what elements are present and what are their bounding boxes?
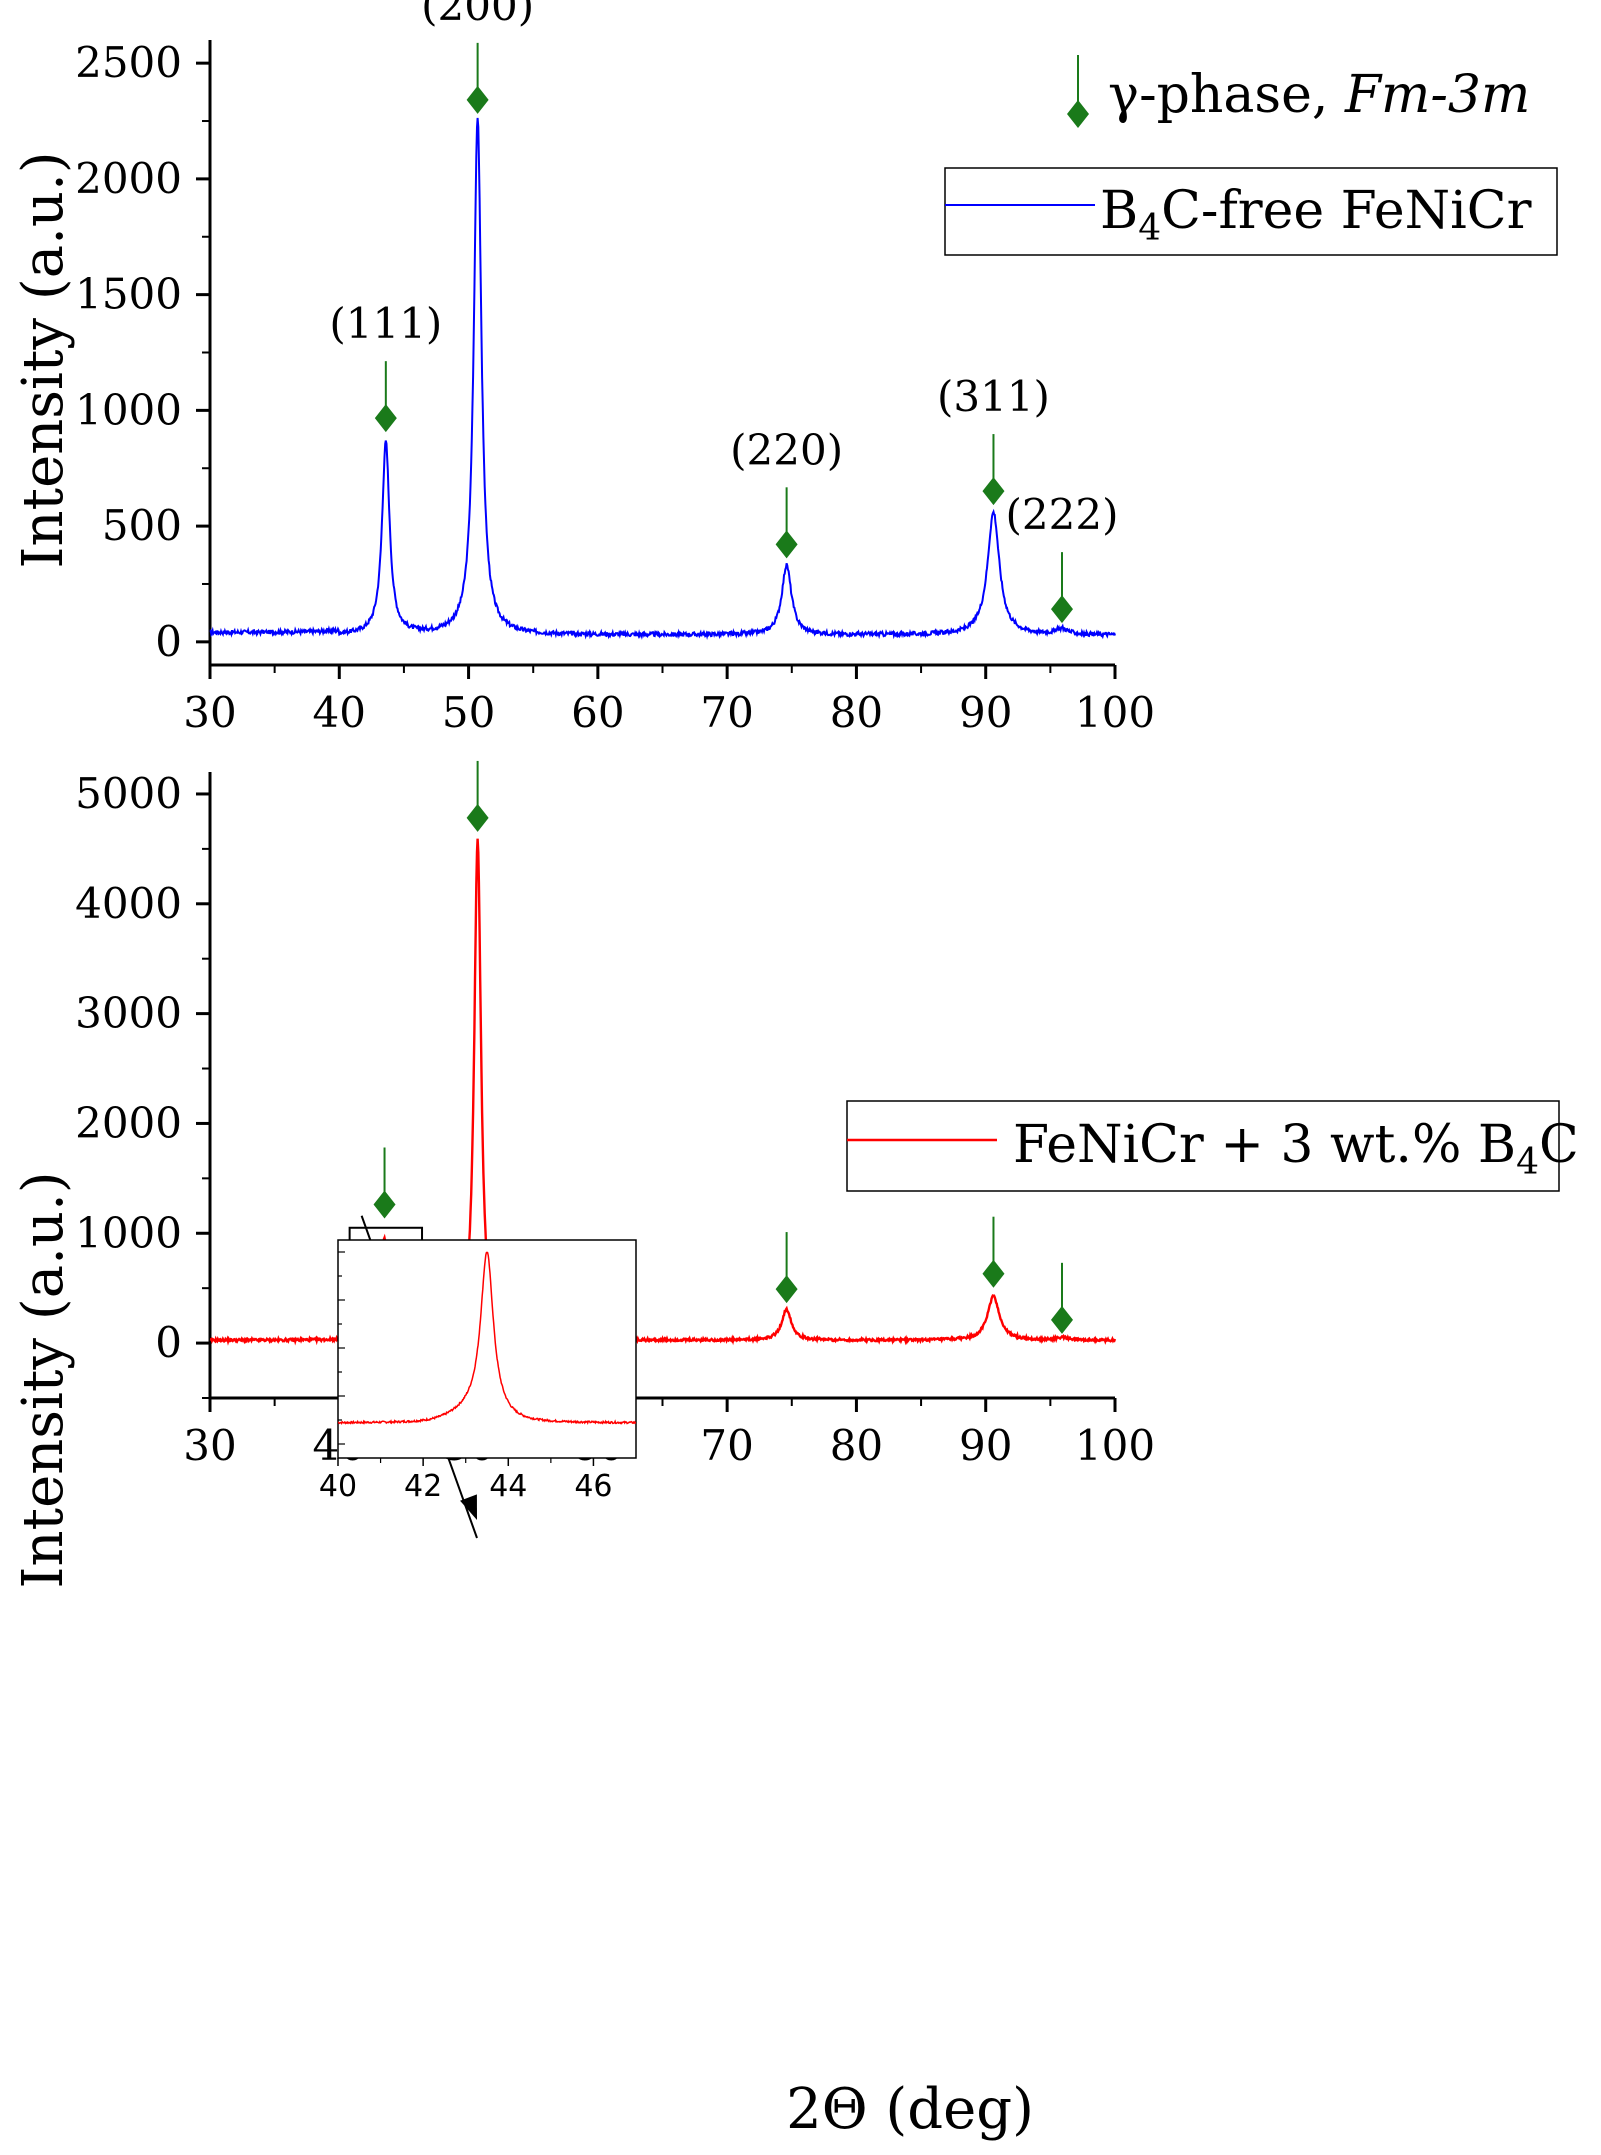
bottom-x-tick-label: 30 xyxy=(183,1421,236,1470)
bottom-y-tick-label: 1000 xyxy=(75,1208,182,1257)
top-y-tick-label: 2500 xyxy=(75,38,182,87)
inset-zoom-plot: 40 42 44 46 xyxy=(319,1239,637,1504)
bottom-panel: 30405060708090100010002000300040005000 I… xyxy=(11,760,1579,2142)
top-x-tick-label: 100 xyxy=(1075,688,1155,737)
inset-series-curve xyxy=(337,1251,637,1426)
top-y-tick-label: 0 xyxy=(155,617,182,666)
phase-marker-diamond-icon xyxy=(775,530,798,559)
miller-index-label: (200) xyxy=(421,0,534,30)
phase-marker-diamond-icon xyxy=(373,1190,396,1219)
bottom-legend-frame xyxy=(846,1100,1560,1192)
top-x-tick-label: 50 xyxy=(442,688,495,737)
top-x-tick-label: 90 xyxy=(959,688,1012,737)
top-x-tick-label: 40 xyxy=(313,688,366,737)
miller-index-label: (311) xyxy=(937,372,1050,421)
bottom-y-tick-label: 4000 xyxy=(75,879,182,928)
legend-phase-space-group: Fm-3m xyxy=(1344,65,1530,125)
bottom-y-tick-label: 0 xyxy=(155,1318,182,1367)
bottom-legend-box: FeNiCr + 3 wt.% B4C xyxy=(846,1100,1579,1192)
legend-diamond-icon xyxy=(1067,100,1089,128)
top-legend-series-label: B4C-free FeNiCr xyxy=(1100,181,1532,249)
zoom-arrowhead-icon xyxy=(460,1494,477,1520)
top-phase-markers: (111) (200) (220) (311) (222) xyxy=(329,0,1119,624)
bottom-x-tick-label: 70 xyxy=(700,1421,753,1470)
phase-marker-diamond-icon xyxy=(982,1259,1005,1288)
top-x-tick-label: 30 xyxy=(183,688,236,737)
bottom-y-tick-label: 3000 xyxy=(75,989,182,1038)
top-legend-frame xyxy=(944,167,1558,256)
top-legend-box: B4C-free FeNiCr xyxy=(944,167,1558,256)
top-x-tick-label: 60 xyxy=(571,688,624,737)
bottom-x-tick-label: 100 xyxy=(1075,1421,1155,1470)
top-series-curve xyxy=(209,117,1116,640)
miller-index-label: (111) xyxy=(329,299,442,348)
bottom-x-tick-label: 90 xyxy=(959,1421,1012,1470)
bottom-legend-series-prefix: FeNiCr + 3 wt.% B xyxy=(1013,1115,1516,1175)
bottom-y-tick-label: 2000 xyxy=(75,1098,182,1147)
top-x-tick-label: 70 xyxy=(700,688,753,737)
top-y-axis-title: Intensity (a.u.) xyxy=(11,151,76,568)
inset-ticks: 40 42 44 46 xyxy=(319,1251,613,1504)
bottom-x-tick-label: 80 xyxy=(830,1421,883,1470)
bottom-phase-markers xyxy=(373,760,1073,1334)
phase-marker-diamond-icon xyxy=(466,85,489,114)
top-legend-phase-text: γ-phase, Fm-3m xyxy=(1108,65,1530,125)
x-axis-title: 2Θ (deg) xyxy=(786,2077,1034,2142)
inset-x-tick-label: 44 xyxy=(489,1469,527,1504)
top-y-tick-label: 1500 xyxy=(75,270,182,319)
top-y-tick-label: 500 xyxy=(102,501,182,550)
bottom-legend-series-label: FeNiCr + 3 wt.% B4C xyxy=(1013,1115,1579,1183)
inset-x-tick-label: 46 xyxy=(574,1469,612,1504)
inset-x-tick-label: 40 xyxy=(319,1469,357,1504)
phase-marker-diamond-icon xyxy=(982,477,1005,506)
legend-phase-label: γ-phase, xyxy=(1108,65,1345,125)
top-y-tick-label: 1000 xyxy=(75,385,182,434)
miller-index-label: (220) xyxy=(730,425,843,474)
bottom-y-axis-title: Intensity (a.u.) xyxy=(11,1171,76,1588)
bottom-legend-series-suffix: C xyxy=(1539,1115,1579,1175)
bottom-y-tick-label: 5000 xyxy=(75,769,182,818)
top-legend-series-suffix: C-free FeNiCr xyxy=(1161,181,1531,241)
top-y-tick-label: 2000 xyxy=(75,154,182,203)
phase-marker-diamond-icon xyxy=(466,803,489,832)
inset-frame xyxy=(337,1239,637,1459)
top-legend-series-sub: 4 xyxy=(1138,208,1161,249)
miller-index-label: (222) xyxy=(1006,490,1119,539)
phase-marker-diamond-icon xyxy=(775,1275,798,1304)
bottom-legend-series-sub: 4 xyxy=(1516,1142,1539,1183)
top-legend-series-prefix: B xyxy=(1100,181,1138,241)
phase-marker-diamond-icon xyxy=(1050,1305,1073,1334)
top-legend-marker-entry: γ-phase, Fm-3m xyxy=(1067,55,1530,128)
phase-marker-diamond-icon xyxy=(374,404,397,433)
top-x-tick-label: 80 xyxy=(830,688,883,737)
phase-marker-diamond-icon xyxy=(1050,595,1073,624)
inset-x-tick-label: 42 xyxy=(404,1469,442,1504)
